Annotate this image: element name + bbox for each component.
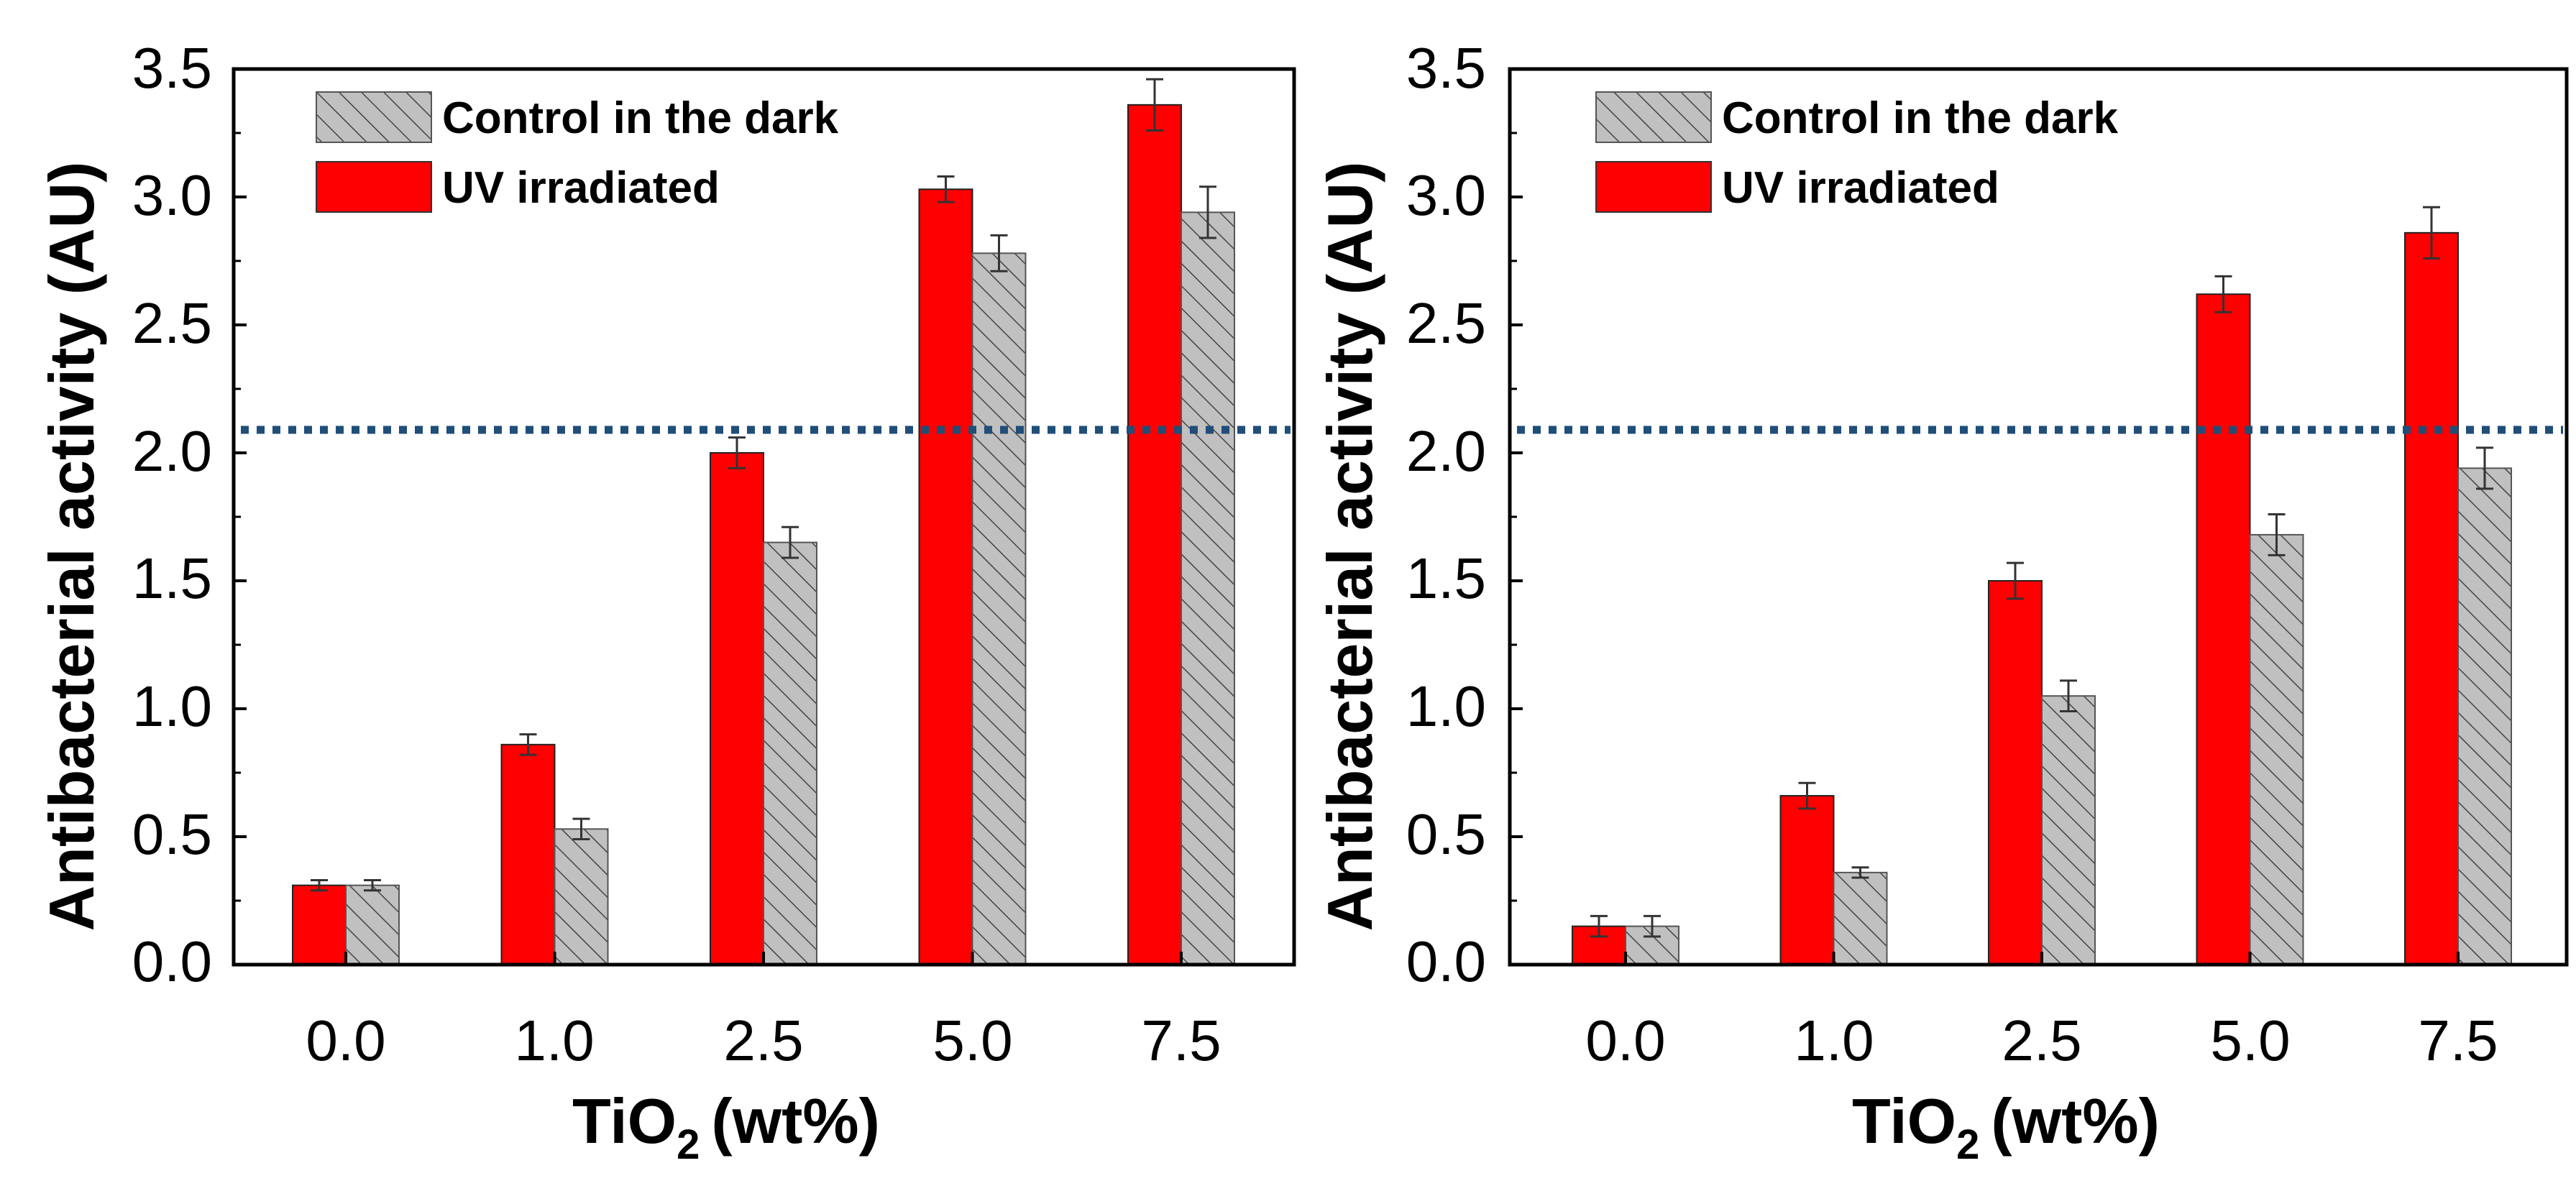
error-bar	[2423, 206, 2440, 259]
x-axis-title-unit: (wt%)	[711, 1085, 880, 1157]
legend: Control in the dark UV irradiated	[316, 91, 839, 213]
x-axis-title-subscript: 2	[1956, 1121, 1979, 1168]
error-bar	[572, 817, 590, 841]
x-axis-title-main: TiO	[572, 1085, 677, 1157]
error-bar	[2007, 561, 2024, 600]
x-axis-title: TiO2 (wt%)	[572, 1085, 880, 1168]
y-tick-label: 3.5	[132, 36, 212, 100]
y-tick-label: 1.0	[132, 674, 212, 738]
bars-left	[241, 78, 1291, 966]
x-tick-label: 2.5	[2002, 1008, 2081, 1072]
x-tick-label: 5.0	[2210, 1008, 2290, 1072]
x-tick-labels: 0.0 1.0 2.5 5.0 7.5	[306, 1008, 1221, 1072]
chart-panel-left: Antibacterial activity (AU) 0.0 0.5 1.0 …	[36, 36, 1296, 1168]
y-tick-label: 3.0	[1406, 163, 1486, 227]
chart-panel-right: Antibacterial activity (AU) 0.0 0.5 1.0 …	[1314, 36, 2569, 1168]
error-bar	[519, 733, 537, 756]
x-tick-labels: 0.0 1.0 2.5 5.0 7.5	[1585, 1008, 2498, 1072]
error-bar	[1590, 914, 1608, 938]
error-bar	[364, 879, 381, 892]
error-bar	[2214, 275, 2232, 313]
x-tick-label: 5.0	[932, 1008, 1012, 1072]
bar-control-dark	[1833, 871, 1888, 965]
y-tick-label: 2.5	[132, 291, 212, 355]
x-tick-label: 7.5	[1141, 1008, 1221, 1072]
legend-label-uv: UV irradiated	[442, 163, 720, 213]
y-tick-label: 1.5	[132, 546, 212, 610]
x-tick-label: 7.5	[2418, 1008, 2498, 1072]
x-tick-label: 2.5	[723, 1008, 803, 1072]
y-tick-labels: 0.0 0.5 1.0 1.5 2.0 2.5 3.0 3.5	[1406, 36, 1486, 993]
error-bar	[2476, 446, 2493, 490]
error-bar	[311, 879, 328, 892]
error-bar	[1146, 78, 1163, 132]
y-tick-label: 0.0	[132, 929, 212, 993]
y-tick-label: 3.0	[132, 163, 212, 227]
bar-uv-irradiated	[1127, 104, 1182, 966]
y-tick-label: 0.0	[1406, 929, 1486, 993]
x-tick-label: 0.0	[306, 1008, 385, 1072]
legend-swatch-uv	[316, 161, 432, 213]
legend-label-control: Control in the dark	[1722, 93, 2119, 143]
bar-control-dark	[2249, 533, 2304, 965]
bar-control-dark	[1181, 211, 1235, 965]
error-bar	[2268, 513, 2286, 556]
x-tick-label: 1.0	[514, 1008, 594, 1072]
y-tick-label: 2.5	[1406, 291, 1486, 355]
legend-label-uv: UV irradiated	[1722, 163, 1999, 213]
bar-uv-irradiated	[2404, 231, 2459, 965]
bar-control-dark	[2457, 467, 2512, 965]
legend: Control in the dark UV irradiated	[1595, 91, 2119, 213]
bar-control-dark	[554, 828, 609, 965]
bars-right	[1517, 206, 2563, 966]
bar-uv-irradiated	[1779, 795, 1835, 966]
plot-frame	[1508, 67, 2569, 967]
bar-uv-irradiated	[500, 743, 556, 965]
x-axis-title-unit: (wt%)	[1991, 1085, 2160, 1157]
y-tick-label: 2.0	[132, 419, 212, 483]
legend-swatch-control	[316, 91, 432, 143]
error-bar	[1798, 781, 1816, 810]
error-bar	[1644, 914, 1661, 938]
error-bar	[1199, 185, 1216, 239]
error-bar	[1851, 866, 1869, 879]
bar-uv-irradiated	[292, 884, 347, 966]
bar-uv-irradiated	[710, 452, 764, 965]
bar-uv-irradiated	[1988, 580, 2043, 965]
bar-control-dark	[345, 884, 400, 966]
error-bar	[2060, 679, 2077, 713]
bar-uv-irradiated	[2196, 293, 2251, 965]
y-axis-title: Antibacterial activity (AU)	[1314, 162, 1385, 932]
error-bar	[937, 175, 955, 203]
y-tick-label: 3.5	[1406, 36, 1486, 100]
y-tick-labels: 0.0 0.5 1.0 1.5 2.0 2.5 3.0 3.5	[132, 36, 212, 993]
x-tick-label: 1.0	[1794, 1008, 1874, 1072]
bar-control-dark	[763, 541, 817, 965]
bar-control-dark	[971, 252, 1027, 965]
legend-label-control: Control in the dark	[442, 93, 839, 143]
x-axis-title-main: TiO	[1852, 1085, 1956, 1157]
legend-swatch-uv	[1595, 161, 1712, 213]
y-tick-label: 0.5	[1406, 802, 1486, 866]
bar-control-dark	[2041, 695, 2096, 965]
x-axis-title: TiO2 (wt%)	[1852, 1085, 2160, 1168]
x-tick-label: 0.0	[1585, 1008, 1665, 1072]
error-bar	[728, 436, 746, 469]
error-bar	[781, 525, 799, 559]
y-tick-label: 1.0	[1406, 674, 1486, 738]
y-tick-label: 1.5	[1406, 546, 1486, 610]
plot-frame	[232, 67, 1296, 967]
y-axis-title: Antibacterial activity (AU)	[36, 162, 107, 932]
y-tick-label: 2.0	[1406, 419, 1486, 483]
legend-swatch-control	[1595, 91, 1712, 143]
error-bar	[990, 234, 1008, 272]
y-tick-label: 0.5	[132, 802, 212, 866]
x-axis-title-subscript: 2	[677, 1121, 700, 1168]
bar-uv-irradiated	[918, 188, 973, 966]
